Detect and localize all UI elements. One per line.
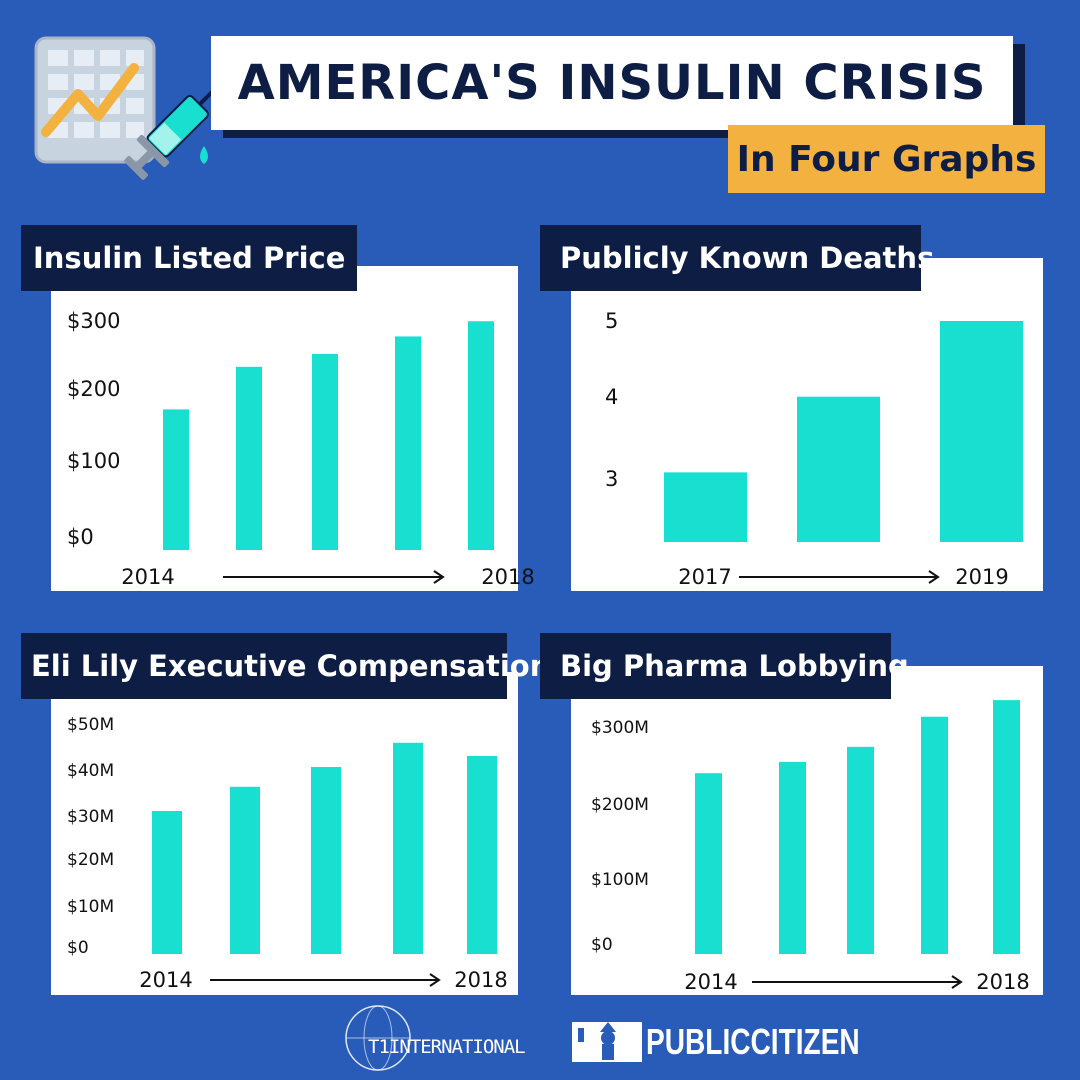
chart-syringe-icon [30, 34, 230, 194]
arrow-head-icon [429, 973, 441, 987]
chart-panel-exec-compensation [51, 672, 518, 995]
bar-2018 [797, 396, 880, 542]
y-tick-label: $200M [591, 795, 649, 815]
x-end-label: 2018 [976, 970, 1029, 994]
bar-2015 [236, 366, 262, 550]
bar-2017 [664, 472, 747, 542]
arrow-head-icon [433, 570, 445, 584]
bar-2017 [393, 742, 423, 954]
y-tick-label: 4 [605, 385, 618, 409]
bar-2014 [152, 811, 182, 954]
bar-2018 [993, 700, 1020, 954]
bar-2015 [230, 786, 260, 954]
y-tick-label: $300 [67, 309, 120, 333]
publiccitizen-logo: PUBLICCITIZEN [570, 1020, 860, 1064]
y-tick-label: $20M [67, 850, 114, 870]
bar-2016 [311, 767, 341, 954]
y-tick-label: $0 [67, 938, 89, 958]
x-end-label: 2018 [481, 565, 534, 589]
y-tick-label: $50M [67, 715, 114, 735]
chart-title-insulin-price: Insulin Listed Price [21, 225, 357, 291]
x-end-label: 2018 [454, 968, 507, 992]
x-start-label: 2017 [678, 565, 731, 589]
bar-2016 [312, 353, 338, 550]
y-tick-label: $300M [591, 718, 649, 738]
bar-2016 [847, 746, 874, 954]
page-subtitle: In Four Graphs [728, 125, 1045, 193]
arrow-head-icon [951, 975, 963, 989]
chart-panel-insulin-price [51, 266, 518, 591]
y-tick-label: $10M [67, 897, 114, 917]
bar-2018 [468, 321, 494, 550]
chart-insulin-price: $0 $100 $200 $300 2014 2018 [67, 309, 535, 589]
bar-2018 [467, 756, 497, 954]
x-start-label: 2014 [139, 968, 192, 992]
chart-panel-pharma-lobbying [571, 666, 1043, 995]
bar-2017 [921, 716, 948, 954]
x-start-label: 2014 [121, 565, 174, 589]
x-start-label: 2014 [684, 970, 737, 994]
bar-2014 [163, 409, 189, 550]
y-tick-label: $40M [67, 761, 114, 781]
y-tick-label: $100 [67, 449, 120, 473]
bar-2017 [395, 336, 421, 550]
chart-pharma-lobbying: $0 $100M $200M $300M 2014 2018 [591, 700, 1030, 994]
chart-exec-compensation: $0 $10M $20M $30M $40M $50M 2014 2018 [67, 715, 508, 992]
chart-title-pharma-lobbying: Big Pharma Lobbying [540, 633, 909, 699]
x-end-label: 2019 [955, 565, 1008, 589]
t1international-logo-text: T1INTERNATIONAL [368, 1036, 526, 1058]
arrow-head-icon [928, 570, 940, 584]
y-tick-label: $100M [591, 870, 649, 890]
chart-known-deaths: 3 4 5 2017 2019 [605, 309, 1023, 589]
bar-2019 [940, 321, 1023, 542]
title-banner: AMERICA'S INSULIN CRISIS [211, 36, 1013, 130]
bar-2014 [695, 773, 722, 954]
t1international-logo: T1INTERNATIONAL [340, 1002, 530, 1072]
y-tick-label: $0 [67, 525, 94, 549]
y-tick-label: 5 [605, 309, 618, 333]
globe-icon [345, 1005, 411, 1071]
chart-title-known-deaths: Publicly Known Deaths [540, 225, 934, 291]
y-tick-label: $200 [67, 377, 120, 401]
liberty-icon [572, 1022, 642, 1062]
publiccitizen-logo-text: PUBLICCITIZEN [646, 1021, 860, 1062]
page-title: AMERICA'S INSULIN CRISIS [237, 55, 987, 111]
y-tick-label: $0 [591, 935, 613, 955]
y-tick-label: $30M [67, 807, 114, 827]
chart-title-exec-compensation: Eli Lily Executive Compensation [21, 633, 550, 699]
bar-2015 [779, 761, 806, 954]
y-tick-label: 3 [605, 467, 618, 491]
